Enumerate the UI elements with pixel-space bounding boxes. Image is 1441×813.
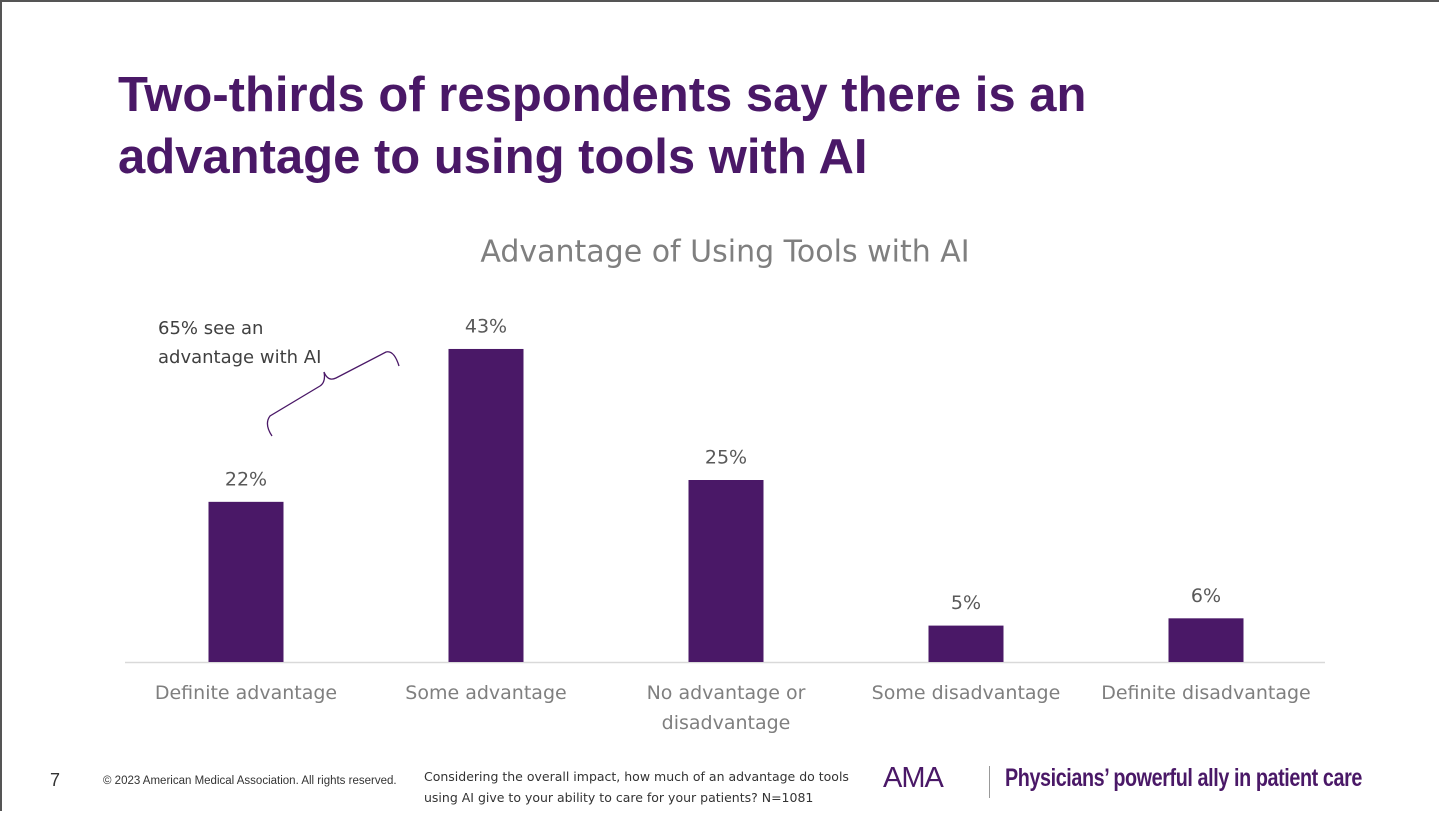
page-number: 7: [50, 770, 61, 790]
annotation: 65% see an advantage with AI: [158, 318, 322, 368]
x-tick-label: Definite advantage: [154, 682, 338, 704]
bar: [688, 480, 764, 662]
chart-title: Advantage of Using Tools with AI: [480, 235, 969, 270]
bar: [928, 625, 1004, 662]
x-tick-label: No advantage or disadvantage: [646, 682, 806, 734]
slide-title: Two-thirds of respondents say there is a…: [118, 68, 1087, 184]
bar: [1168, 618, 1244, 662]
tagline: Physicians’ powerful ally in patient car…: [1005, 764, 1362, 792]
footnote: Considering the overall impact, how much…: [424, 769, 849, 805]
bar: [448, 348, 524, 662]
x-tick-label: Some disadvantage: [871, 682, 1061, 704]
value-label: 22%: [225, 468, 267, 490]
logo: AMA: [883, 762, 944, 794]
value-label: 5%: [951, 592, 981, 614]
value-label: 25%: [705, 447, 747, 469]
x-tick-label: Some advantage: [405, 682, 567, 704]
brace: [266, 351, 400, 437]
bar: [208, 501, 284, 662]
copyright: © 2023 American Medical Association. All…: [103, 775, 397, 787]
value-label: 6%: [1191, 585, 1221, 607]
x-tick-label: Definite disadvantage: [1101, 682, 1311, 704]
separator: [989, 766, 990, 798]
value-label: 43%: [465, 315, 507, 337]
